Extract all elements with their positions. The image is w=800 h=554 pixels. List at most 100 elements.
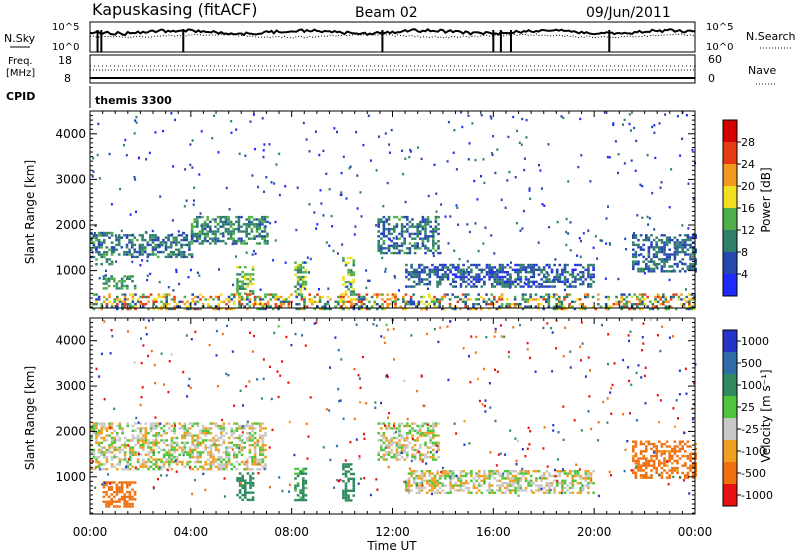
heatmap-cell <box>95 427 98 430</box>
heatmap-cell <box>432 458 435 461</box>
heatmap-cell <box>496 280 499 283</box>
heatmap-cell <box>380 439 383 442</box>
scatter-cell <box>200 130 203 133</box>
scatter-cell <box>565 217 568 221</box>
heatmap-cell <box>90 460 93 464</box>
heatmap-cell <box>237 239 241 243</box>
scatter-cell <box>390 128 393 132</box>
heatmap-cell <box>102 495 106 499</box>
heatmap-cell <box>684 250 687 254</box>
heatmap-cell <box>405 486 408 490</box>
scatter-cell <box>287 381 290 384</box>
heatmap-cell <box>488 482 491 485</box>
heatmap-cell <box>256 463 259 466</box>
heatmap-cell <box>131 502 134 506</box>
heatmap-cell <box>382 456 386 459</box>
heatmap-cell <box>647 267 651 271</box>
heatmap-cell <box>509 273 512 276</box>
heatmap-cell <box>483 474 486 478</box>
scatter-cell <box>653 228 656 231</box>
scatter-cell <box>388 151 391 154</box>
heatmap-cell <box>578 307 582 311</box>
scatter-cell <box>651 191 654 195</box>
heatmap-cell <box>587 273 590 276</box>
scatter-cell <box>496 269 499 272</box>
heatmap-cell <box>126 439 129 442</box>
heatmap-cell <box>527 472 530 475</box>
heatmap-cell <box>565 293 569 296</box>
scatter-cell <box>345 197 348 200</box>
scatter-cell <box>432 254 435 257</box>
scatter-cell <box>274 239 277 242</box>
heatmap-cell <box>347 480 350 483</box>
heatmap-cell <box>243 463 246 466</box>
heatmap-cell <box>342 468 345 471</box>
heatmap-cell <box>387 427 391 430</box>
heatmap-cell <box>432 422 435 425</box>
heatmap-cell <box>209 453 213 456</box>
heatmap-cell <box>199 429 202 432</box>
heatmap-cell <box>428 273 432 276</box>
heatmap-cell <box>405 263 408 267</box>
heatmap-cell <box>550 295 553 299</box>
scatter-cell <box>328 244 331 247</box>
heatmap-cell <box>673 466 677 470</box>
heatmap-cell <box>214 235 217 238</box>
heatmap-cell <box>120 282 124 285</box>
scatter-cell <box>622 123 624 126</box>
heatmap-cell <box>637 469 640 472</box>
power-colorbar-tick: 4 <box>741 268 748 281</box>
scatter-cell <box>691 148 694 152</box>
heatmap-cell <box>185 238 189 242</box>
heatmap-cell <box>142 463 145 466</box>
heatmap-cell <box>480 474 484 478</box>
heatmap-cell <box>196 439 200 442</box>
heatmap-cell <box>689 265 692 268</box>
scatter-cell <box>687 182 690 185</box>
heatmap-cell <box>259 422 262 425</box>
heatmap-cell <box>181 436 184 440</box>
heatmap-cell <box>128 483 132 487</box>
heatmap-cell <box>160 427 163 430</box>
heatmap-cell <box>485 489 489 492</box>
heatmap-cell <box>299 498 302 502</box>
heatmap-cell <box>434 220 438 224</box>
heatmap-cell <box>421 422 425 425</box>
heatmap-cell <box>578 298 582 301</box>
heatmap-cell <box>421 215 425 219</box>
heatmap-cell <box>394 295 397 299</box>
heatmap-cell <box>222 427 226 430</box>
heatmap-cell <box>110 463 114 466</box>
heatmap-cell <box>503 266 507 269</box>
heatmap-cell <box>516 484 520 487</box>
heatmap-cell <box>149 429 153 432</box>
heatmap-cell <box>155 300 158 303</box>
heatmap-cell <box>408 429 412 432</box>
heatmap-cell <box>691 241 695 244</box>
heatmap-cell <box>160 458 163 461</box>
heatmap-cell <box>658 258 661 261</box>
heatmap-cell <box>511 479 515 482</box>
heatmap-cell <box>664 300 668 303</box>
heatmap-cell <box>387 232 391 236</box>
heatmap-cell <box>97 441 101 444</box>
scatter-cell <box>678 369 681 372</box>
heatmap-cell <box>410 474 413 478</box>
heatmap-cell <box>142 444 145 447</box>
heatmap-cell <box>131 434 135 437</box>
heatmap-cell <box>188 448 192 452</box>
heatmap-cell <box>407 285 411 288</box>
heatmap-cell <box>249 481 252 485</box>
heatmap-cell <box>434 215 438 219</box>
heatmap-cell <box>501 275 504 279</box>
heatmap-cell <box>425 470 429 473</box>
scatter-cell <box>635 419 638 422</box>
heatmap-cell <box>146 241 150 244</box>
heatmap-cell <box>157 434 161 437</box>
heatmap-cell <box>420 300 423 303</box>
scatter-cell <box>504 206 507 209</box>
heatmap-cell <box>165 293 168 296</box>
heatmap-cell <box>251 484 255 487</box>
heatmap-cell <box>287 305 291 308</box>
heatmap-cell <box>134 293 137 296</box>
